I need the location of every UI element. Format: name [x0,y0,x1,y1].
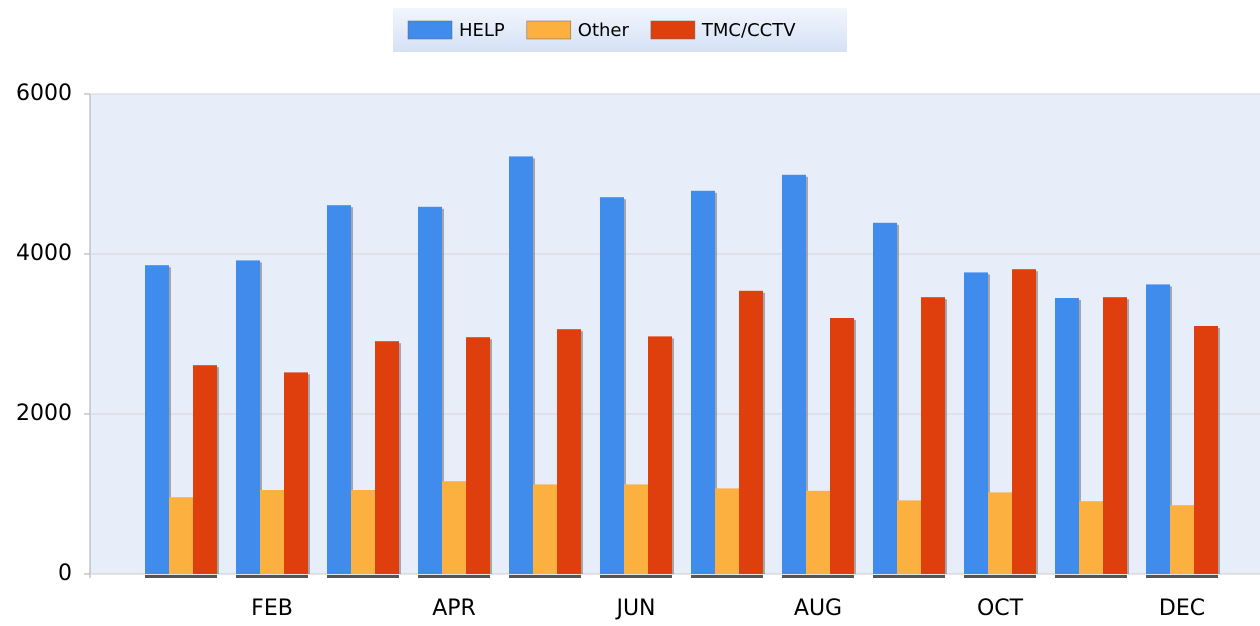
bar [691,190,715,575]
x-tick-label: JUN [614,596,655,621]
x-tick-label: OCT [977,596,1024,621]
bar [1012,269,1036,574]
bar [921,297,945,574]
bar [964,272,988,574]
x-tick-label: FEB [251,596,293,621]
group-base [782,575,854,578]
x-tick-label: DEC [1159,596,1205,621]
bar [1103,297,1127,574]
bar [600,197,624,574]
group-base [600,575,672,578]
y-tick-label: 4000 [16,241,72,266]
legend-swatch [407,20,453,40]
bar [351,490,375,574]
group-base [236,575,308,578]
bar [1055,298,1079,574]
bar [715,488,739,574]
bar [1146,284,1170,574]
bar [897,500,921,574]
group-base [327,575,399,578]
bar [1170,505,1194,574]
bar [260,490,284,574]
bar [327,205,351,574]
group-base [1146,575,1218,578]
legend-box [393,8,847,52]
group-base [418,575,490,578]
y-tick-label: 0 [58,561,72,586]
bar [830,318,854,574]
bar [375,341,399,574]
bar [624,484,648,574]
bar [442,481,466,574]
group-base [509,575,581,578]
bar [236,260,260,574]
group-base [691,575,763,578]
bar [1079,501,1103,574]
y-tick-label: 2000 [16,401,72,426]
bar [284,372,308,574]
legend-label: TMC/CCTV [701,20,796,41]
bar [557,329,581,574]
group-base [873,575,945,578]
x-tick-label: AUG [794,596,842,621]
legend-swatch [650,20,696,40]
group-base [145,575,217,578]
bar [988,492,1012,574]
legend-label: HELP [459,20,505,41]
bar [1194,326,1218,574]
y-tick-label: 6000 [16,81,72,106]
bar [145,265,169,574]
legend-swatch [526,20,572,40]
bar [782,174,806,575]
bar [739,290,763,574]
bar [648,336,672,574]
group-base [1055,575,1127,578]
bar [466,337,490,574]
bar [806,490,830,574]
bar [169,497,193,574]
bar [533,484,557,574]
bar [193,365,217,574]
x-tick-label: APR [432,596,476,621]
bar [418,206,442,575]
group-base [964,575,1036,578]
legend-label: Other [578,20,630,41]
bar [509,156,533,574]
bar [873,222,897,575]
